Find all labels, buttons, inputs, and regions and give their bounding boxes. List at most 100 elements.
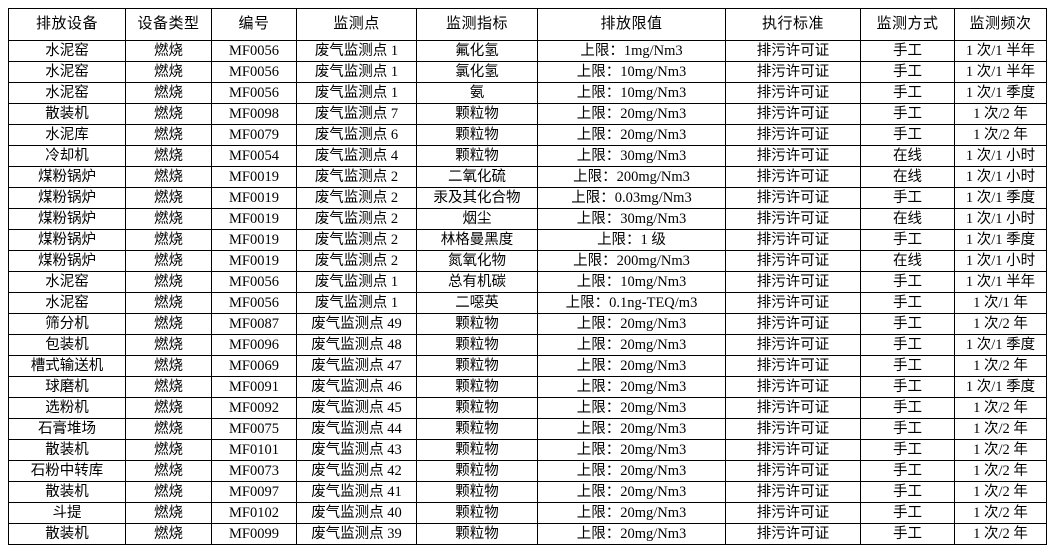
cell-monitoring-point: 废气监测点 41 [296, 481, 417, 503]
cell-equipment-type: 燃烧 [125, 124, 212, 146]
cell-monitoring-frequency: 1 次/2 年 [954, 124, 1047, 146]
cell-code: MF0069 [211, 355, 297, 377]
header-row: 排放设备 设备类型 编号 监测点 监测指标 排放限值 执行标准 监测方式 监测频… [8, 8, 1047, 41]
cell-monitoring-frequency: 1 次/2 年 [954, 103, 1047, 125]
cell-equipment-type: 燃烧 [125, 460, 212, 482]
table-body: 水泥窑 燃烧 MF0056 废气监测点 1 氟化氢 上限：1mg/Nm3 排污许可证 手工 1 … [8, 40, 1047, 545]
table-row: 水泥窑 燃烧 MF0056 废气监测点 1 氨上限：10mg/Nm3 排污许可证 手工 1 次… [8, 82, 1047, 104]
cell-monitoring-frequency: 1 次/1 季度 [954, 334, 1047, 356]
cell-execution-standard: 排污许可证 [725, 145, 861, 167]
cell-execution-standard: 排污许可证 [725, 439, 861, 461]
cell-equipment-type: 燃烧 [125, 355, 212, 377]
cell-emission-limit: 上限：20mg/Nm3 [537, 439, 726, 461]
cell-monitoring-frequency: 1 次/1 小时 [954, 208, 1047, 230]
cell-monitoring-point: 废气监测点 2 [296, 208, 417, 230]
table-row: 煤粉锅炉 燃烧 MF0019 废气监测点 2 烟尘 上限：30mg/Nm3 排污许可证 在线 1… [8, 208, 1047, 230]
cell-emission-limit: 上限：20mg/Nm3 [537, 355, 726, 377]
cell-monitoring-frequency: 1 次/1 半年 [954, 61, 1047, 83]
cell-emission-limit: 上限：20mg/Nm3 [537, 502, 726, 524]
table-row: 煤粉锅炉 燃烧 MF0019 废气监测点 2 汞及其化合物 上限：0.03mg/Nm3 排污… [8, 187, 1047, 209]
cell-code: MF0073 [211, 460, 297, 482]
cell-monitoring-point: 废气监测点 42 [296, 460, 417, 482]
cell-execution-standard: 排污许可证 [725, 313, 861, 335]
column-header-emission-limit: 排放限值 [537, 8, 726, 41]
cell-execution-standard: 排污许可证 [725, 292, 861, 314]
cell-monitoring-indicator: 氮氧化物 [416, 250, 538, 272]
cell-execution-standard: 排污许可证 [725, 250, 861, 272]
cell-monitoring-indicator: 氯化氢 [416, 61, 538, 83]
cell-execution-standard: 排污许可证 [725, 229, 861, 251]
cell-equipment-type: 燃烧 [125, 61, 212, 83]
cell-execution-standard: 排污许可证 [725, 124, 861, 146]
cell-emission-equipment: 石膏堆场 [8, 418, 126, 440]
cell-code: MF0056 [211, 82, 297, 104]
cell-monitoring-method: 手工 [860, 439, 955, 461]
cell-execution-standard: 排污许可证 [725, 376, 861, 398]
cell-monitoring-indicator: 总有机碳 [416, 271, 538, 293]
cell-emission-equipment: 水泥窑 [8, 82, 126, 104]
cell-execution-standard: 排污许可证 [725, 523, 861, 545]
cell-emission-limit: 上限：20mg/Nm3 [537, 481, 726, 503]
cell-code: MF0019 [211, 166, 297, 188]
column-header-monitoring-indicator: 监测指标 [416, 8, 538, 41]
cell-execution-standard: 排污许可证 [725, 502, 861, 524]
cell-code: MF0019 [211, 208, 297, 230]
cell-execution-standard: 排污许可证 [725, 166, 861, 188]
cell-equipment-type: 燃烧 [125, 397, 212, 419]
cell-execution-standard: 排污许可证 [725, 334, 861, 356]
cell-emission-limit: 上限：1 级 [537, 229, 726, 251]
cell-monitoring-indicator: 颗粒物 [416, 313, 538, 335]
cell-monitoring-method: 在线 [860, 250, 955, 272]
cell-monitoring-method: 手工 [860, 292, 955, 314]
cell-emission-limit: 上限：10mg/Nm3 [537, 61, 726, 83]
cell-monitoring-method: 手工 [860, 40, 955, 62]
cell-code: MF0019 [211, 250, 297, 272]
cell-emission-limit: 上限：20mg/Nm3 [537, 460, 726, 482]
cell-emission-limit: 上限：10mg/Nm3 [537, 271, 726, 293]
cell-monitoring-frequency: 1 次/2 年 [954, 523, 1047, 545]
column-header-monitoring-frequency: 监测频次 [954, 8, 1047, 41]
cell-monitoring-frequency: 1 次/1 季度 [954, 376, 1047, 398]
cell-monitoring-method: 手工 [860, 376, 955, 398]
cell-code: MF0019 [211, 229, 297, 251]
table-row: 水泥窑 燃烧 MF0056 废气监测点 1 二噁英 上限：0.1ng-TEQ/m3 排污许可… [8, 292, 1047, 314]
cell-emission-limit: 上限：10mg/Nm3 [537, 82, 726, 104]
cell-monitoring-frequency: 1 次/1 小时 [954, 250, 1047, 272]
cell-monitoring-frequency: 1 次/2 年 [954, 439, 1047, 461]
cell-emission-limit: 上限：20mg/Nm3 [537, 397, 726, 419]
cell-execution-standard: 排污许可证 [725, 40, 861, 62]
cell-code: MF0056 [211, 61, 297, 83]
cell-monitoring-point: 废气监测点 40 [296, 502, 417, 524]
table-row: 筛分机 燃烧 MF0087 废气监测点 49 颗粒物 上限：20mg/Nm3 排污许可证 手工… [8, 313, 1047, 335]
cell-emission-limit: 上限：20mg/Nm3 [537, 124, 726, 146]
cell-monitoring-method: 手工 [860, 103, 955, 125]
cell-emission-limit: 上限：30mg/Nm3 [537, 208, 726, 230]
cell-monitoring-method: 手工 [860, 313, 955, 335]
cell-monitoring-method: 在线 [860, 166, 955, 188]
cell-monitoring-point: 废气监测点 1 [296, 82, 417, 104]
cell-emission-limit: 上限：1mg/Nm3 [537, 40, 726, 62]
cell-monitoring-indicator: 颗粒物 [416, 397, 538, 419]
cell-monitoring-point: 废气监测点 49 [296, 313, 417, 335]
cell-monitoring-frequency: 1 次/1 半年 [954, 40, 1047, 62]
cell-emission-equipment: 水泥窑 [8, 61, 126, 83]
table-row: 煤粉锅炉 燃烧 MF0019 废气监测点 2 氮氧化物 上限：200mg/Nm3 排污许可证… [8, 250, 1047, 272]
table-row: 球磨机 燃烧 MF0091 废气监测点 46 颗粒物 上限：20mg/Nm3 排污许可证 手工… [8, 376, 1047, 398]
cell-equipment-type: 燃烧 [125, 187, 212, 209]
cell-emission-limit: 上限：200mg/Nm3 [537, 166, 726, 188]
cell-monitoring-point: 废气监测点 2 [296, 229, 417, 251]
cell-emission-limit: 上限：20mg/Nm3 [537, 103, 726, 125]
cell-monitoring-method: 在线 [860, 145, 955, 167]
cell-monitoring-indicator: 林格曼黑度 [416, 229, 538, 251]
cell-code: MF0101 [211, 439, 297, 461]
table-row: 散装机 燃烧 MF0099 废气监测点 39 颗粒物 上限：20mg/Nm3 排污许可证 手工… [8, 523, 1047, 545]
cell-execution-standard: 排污许可证 [725, 397, 861, 419]
cell-equipment-type: 燃烧 [125, 523, 212, 545]
cell-monitoring-frequency: 1 次/1 半年 [954, 271, 1047, 293]
cell-monitoring-point: 废气监测点 1 [296, 61, 417, 83]
cell-emission-equipment: 煤粉锅炉 [8, 250, 126, 272]
cell-emission-equipment: 冷却机 [8, 145, 126, 167]
cell-monitoring-indicator: 颗粒物 [416, 103, 538, 125]
cell-monitoring-indicator: 颗粒物 [416, 481, 538, 503]
cell-equipment-type: 燃烧 [125, 313, 212, 335]
